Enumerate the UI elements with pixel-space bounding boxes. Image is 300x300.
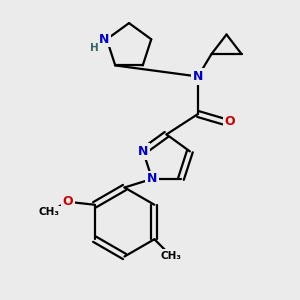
Text: H: H xyxy=(90,43,98,53)
Text: N: N xyxy=(147,172,157,185)
Text: O: O xyxy=(225,115,236,128)
Text: N: N xyxy=(138,145,148,158)
Text: CH₃: CH₃ xyxy=(160,251,182,261)
Text: O: O xyxy=(62,195,73,208)
Text: CH₃: CH₃ xyxy=(38,207,59,217)
Text: N: N xyxy=(193,70,203,83)
Text: N: N xyxy=(99,33,110,46)
